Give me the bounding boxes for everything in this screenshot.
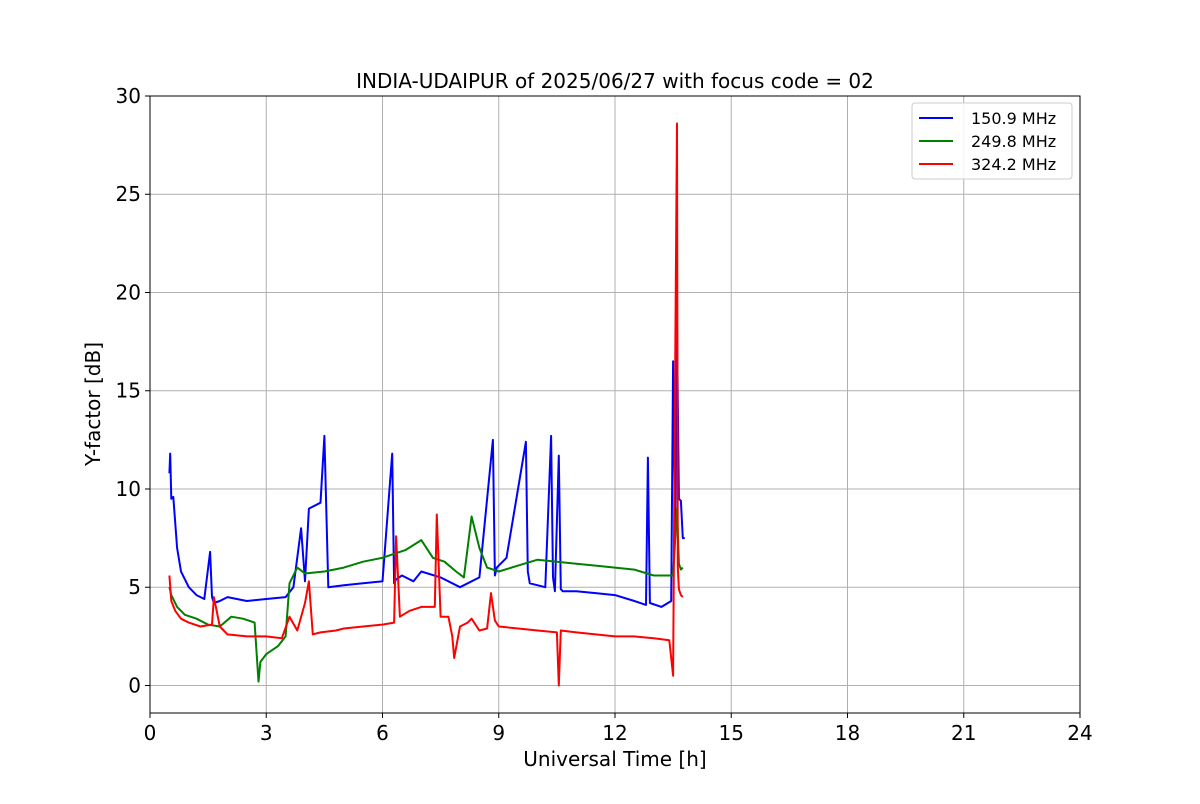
- series-line-3: [168, 122, 684, 687]
- x-tick-label: 3: [260, 721, 273, 745]
- legend-box: [911, 102, 1073, 180]
- y-tick-label: 15: [116, 379, 141, 403]
- series-group: [168, 122, 685, 687]
- legend-label: 150.9 MHz: [971, 109, 1056, 128]
- legend-label: 324.2 MHz: [971, 155, 1056, 174]
- x-tick-label: 18: [835, 721, 860, 745]
- legend: 150.9 MHz 249.8 MHz 324.2 MHz: [911, 102, 1073, 180]
- y-tick-label: 10: [116, 477, 141, 501]
- y-axis: 0 5 10 15 20 25 30: [116, 84, 150, 697]
- x-tick-label: 0: [144, 721, 157, 745]
- y-axis-label: Y-factor [dB]: [81, 342, 105, 467]
- y-tick-label: 20: [116, 280, 141, 304]
- x-tick-label: 21: [951, 721, 976, 745]
- x-tick-label: 6: [376, 721, 389, 745]
- x-axis: 0 3 6 9 12 15 18 21 24: [144, 713, 1093, 745]
- y-tick-label: 30: [116, 84, 141, 108]
- y-tick-label: 0: [128, 673, 141, 697]
- x-tick-label: 24: [1067, 721, 1092, 745]
- chart-title: INDIA-UDAIPUR of 2025/06/27 with focus c…: [356, 69, 874, 93]
- y-tick-label: 5: [128, 575, 141, 599]
- x-tick-label: 15: [719, 721, 744, 745]
- x-tick-label: 9: [492, 721, 505, 745]
- y-tick-label: 25: [116, 182, 141, 206]
- series-line-2: [168, 507, 684, 683]
- legend-label: 249.8 MHz: [971, 132, 1056, 151]
- x-axis-label: Universal Time [h]: [523, 747, 706, 771]
- x-tick-label: 12: [602, 721, 627, 745]
